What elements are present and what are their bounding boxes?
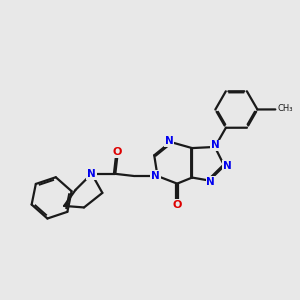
- Text: N: N: [151, 171, 160, 181]
- Text: N: N: [87, 169, 96, 179]
- Text: N: N: [165, 136, 173, 146]
- Text: O: O: [112, 147, 122, 157]
- Text: O: O: [172, 200, 182, 210]
- Text: N: N: [206, 177, 215, 187]
- Text: N: N: [223, 161, 231, 171]
- Text: N: N: [211, 140, 220, 150]
- Text: CH₃: CH₃: [278, 104, 293, 113]
